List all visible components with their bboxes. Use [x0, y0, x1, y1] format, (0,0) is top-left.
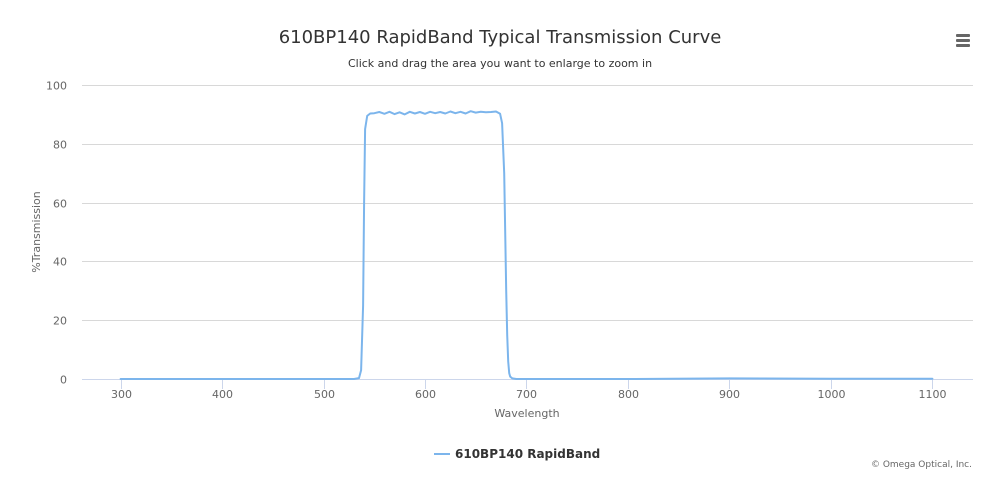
x-tick-label: 1100 — [919, 388, 947, 401]
x-axis: 300 400 500 600 700 800 900 1000 1100 — [82, 379, 973, 401]
legend-line-icon — [434, 453, 450, 455]
context-menu-icon[interactable] — [952, 31, 974, 51]
grid-lines — [82, 85, 973, 321]
y-tick-label: 20 — [53, 315, 67, 328]
x-tick-label: 300 — [111, 388, 132, 401]
x-tick-label: 800 — [618, 388, 639, 401]
x-tick-label: 400 — [212, 388, 233, 401]
legend-label: 610BP140 RapidBand — [455, 447, 601, 461]
legend-item[interactable]: 610BP140 RapidBand — [434, 446, 600, 462]
y-tick-label: 100 — [46, 80, 67, 93]
chart-subtitle: Click and drag the area you want to enla… — [347, 57, 653, 70]
x-tick-label: 1000 — [818, 388, 846, 401]
y-tick-label: 0 — [60, 374, 67, 387]
y-axis-label: %Transmission — [30, 191, 43, 273]
series-layer — [119, 110, 934, 380]
x-tick-label: 700 — [516, 388, 537, 401]
x-axis-label: Wavelength — [494, 407, 559, 420]
series-line[interactable] — [119, 110, 934, 380]
y-tick-label: 40 — [53, 256, 67, 269]
x-tick-label: 900 — [719, 388, 740, 401]
x-tick-label: 500 — [314, 388, 335, 401]
y-tick-label: 80 — [53, 139, 67, 152]
y-axis: 0 20 40 60 80 100 — [46, 80, 67, 387]
y-tick-label: 60 — [53, 198, 67, 211]
credits[interactable]: © Omega Optical, Inc. — [870, 460, 972, 470]
chart-title: 610BP140 RapidBand Typical Transmission … — [278, 27, 722, 48]
x-tick-label: 600 — [415, 388, 436, 401]
